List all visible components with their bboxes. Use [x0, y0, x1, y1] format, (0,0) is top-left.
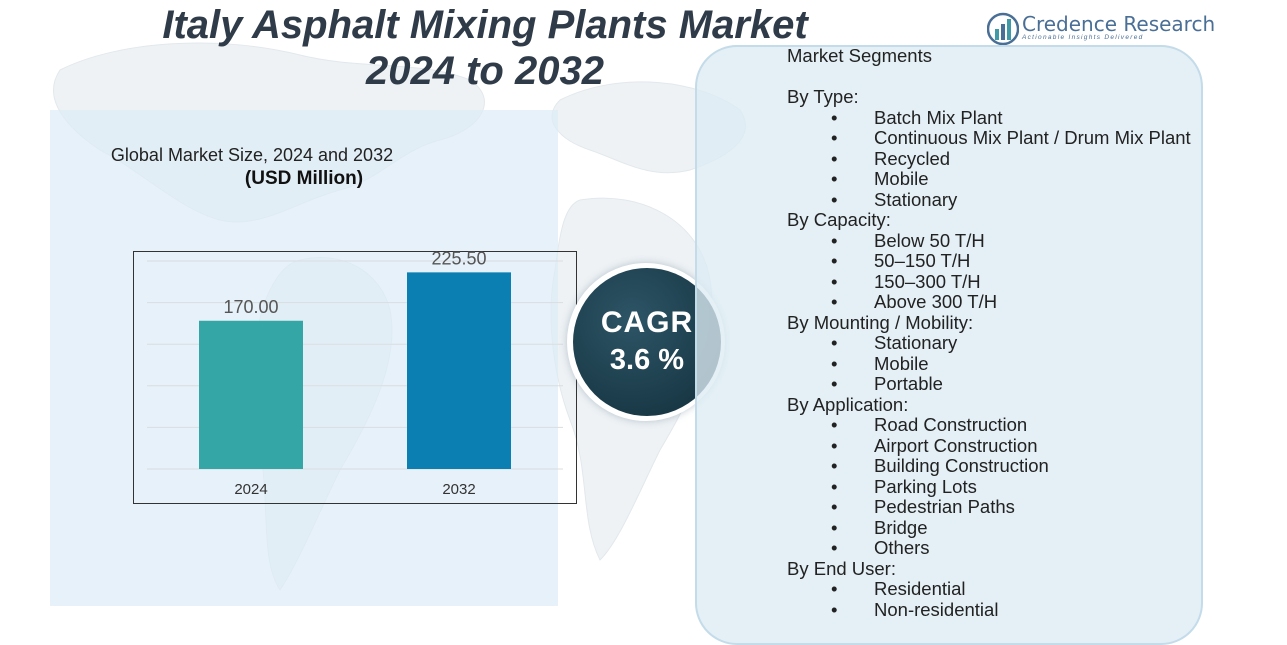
- segment-item: • Non-residential: [787, 598, 1257, 621]
- segment-group-heading: By End User:: [787, 557, 896, 579]
- market-segments-list: Market Segments By Type: • Batch Mix Plant…: [787, 45, 1257, 621]
- segment-item-label: 150–300 T/H: [874, 270, 981, 292]
- segment-item: • Continuous Mix Plant / Drum Mix Plant: [787, 127, 1257, 149]
- value-label-2032: 225.50: [431, 251, 486, 268]
- segments-heading: Market Segments: [787, 45, 932, 66]
- segment-item: • Parking Lots: [787, 475, 1257, 498]
- brand-tagline: Actionable Insights Delivered: [1022, 34, 1144, 41]
- bullet-icon: •: [831, 578, 838, 599]
- segment-item: • Building Construction: [787, 455, 1257, 477]
- cagr-value: 3.6 %: [609, 344, 685, 376]
- bar-chart: 170.00 2024 225.50 2032: [147, 251, 563, 498]
- bullet-icon: •: [831, 496, 838, 517]
- segment-item-label: Mobile: [874, 168, 929, 189]
- segment-item-label: Batch Mix Plant: [874, 106, 1003, 128]
- chart-title: Global Market Size, 2024 and 2032: [50, 143, 558, 167]
- brand-name: Credence Research: [1022, 12, 1216, 36]
- segment-item: • Stationary: [787, 332, 1257, 354]
- bullet-icon: •: [831, 455, 838, 476]
- chart-subtitle: (USD Million): [244, 168, 364, 189]
- segment-group-heading: By Application:: [787, 393, 909, 415]
- bullet-icon: •: [831, 229, 838, 251]
- segment-item: • 50–150 T/H: [787, 250, 1257, 272]
- cagr-label: CAGR: [600, 306, 694, 339]
- segments-panel: [695, 45, 1203, 645]
- segment-item-label: Portable: [874, 373, 943, 394]
- bullet-icon: •: [831, 270, 838, 292]
- bullet-icon: •: [831, 475, 838, 497]
- segment-item: • Airport Construction: [787, 434, 1257, 457]
- segment-item-label: Above 300 T/H: [874, 291, 998, 312]
- segment-item: • Above 300 T/H: [787, 291, 1257, 313]
- segment-item: • Recycled: [787, 147, 1257, 170]
- segment-item-label: Below 50 T/H: [874, 229, 985, 251]
- segment-item-label: Stationary: [874, 332, 958, 353]
- x-tick-label-2032: 2032: [442, 481, 475, 498]
- bullet-icon: •: [831, 537, 838, 558]
- segment-item: • Stationary: [787, 188, 1257, 211]
- segment-item-label: Continuous Mix Plant / Drum Mix Plant: [874, 127, 1191, 148]
- segment-item-label: Road Construction: [874, 414, 1028, 435]
- bullet-icon: •: [831, 352, 838, 374]
- segment-item: • 150–300 T/H: [787, 270, 1257, 293]
- segment-item: • Mobile: [787, 352, 1257, 375]
- segment-item: • Portable: [787, 373, 1257, 395]
- segment-item-label: 50–150 T/H: [874, 250, 971, 271]
- segment-item-label: Mobile: [874, 352, 929, 374]
- title-line-2: 2024 to 2032: [366, 49, 604, 93]
- segment-item-label: Others: [874, 537, 930, 558]
- bullet-icon: •: [831, 188, 838, 210]
- value-label-2024: 170.00: [223, 297, 278, 317]
- segment-item: • Pedestrian Paths: [787, 496, 1257, 518]
- bullet-icon: •: [831, 373, 838, 394]
- segment-item-label: Building Construction: [874, 455, 1049, 476]
- segment-item: • Below 50 T/H: [787, 229, 1257, 252]
- segment-item-label: Parking Lots: [874, 475, 977, 497]
- bullet-icon: •: [831, 250, 838, 271]
- bar-2024: [199, 320, 303, 469]
- bullet-icon: •: [831, 147, 838, 169]
- bullet-icon: •: [831, 332, 838, 353]
- segment-item: • Mobile: [787, 168, 1257, 190]
- segment-item: • Batch Mix Plant: [787, 106, 1257, 129]
- segment-item-label: Bridge: [874, 516, 928, 538]
- segment-group-heading: By Capacity:: [787, 209, 891, 230]
- segment-group-heading: By Type:: [787, 86, 859, 107]
- segment-group-heading: By Mounting / Mobility:: [787, 311, 974, 333]
- segment-item: • Others: [787, 537, 1257, 559]
- bar-2032: [407, 272, 511, 469]
- segment-item: • Residential: [787, 578, 1257, 600]
- brand-logo: Credence Research Actionable Insights De…: [985, 10, 1215, 50]
- bullet-icon: •: [831, 127, 838, 148]
- segment-item-label: Airport Construction: [874, 434, 1038, 456]
- segment-item-label: Recycled: [874, 147, 951, 169]
- page-title: Italy Asphalt Mixing Plants Market 2024 …: [130, 2, 840, 94]
- segments-spacer: [787, 67, 1257, 88]
- bullet-icon: •: [831, 414, 838, 435]
- chart-title-text: Global Market Size, 2024 and 2032: [110, 145, 394, 165]
- bullet-icon: •: [831, 291, 838, 312]
- bullet-icon: •: [831, 434, 838, 456]
- segment-item: • Road Construction: [787, 414, 1257, 436]
- bullet-icon: •: [831, 168, 838, 189]
- bullet-icon: •: [831, 106, 838, 128]
- title-line-1: Italy Asphalt Mixing Plants Market: [162, 3, 808, 47]
- bullet-icon: •: [831, 598, 838, 620]
- x-tick-label-2024: 2024: [234, 481, 267, 498]
- segment-item-label: Pedestrian Paths: [874, 496, 1015, 517]
- segment-item-label: Non-residential: [874, 598, 999, 620]
- bullet-icon: •: [831, 516, 838, 538]
- segment-item-label: Stationary: [874, 188, 958, 210]
- segment-item-label: Residential: [874, 578, 966, 599]
- segment-item: • Bridge: [787, 516, 1257, 539]
- bar-chart-logo-icon: [987, 12, 1019, 46]
